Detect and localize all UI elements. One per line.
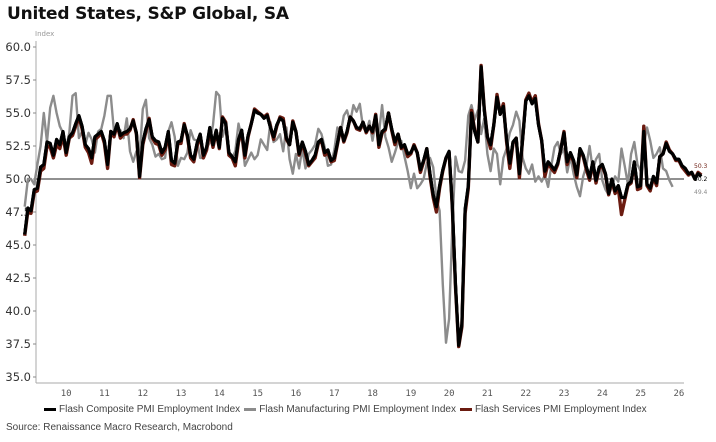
x-tick-label: 21	[482, 389, 493, 399]
legend-item-services[interactable]: Flash Services PMI Employment Index	[459, 404, 647, 415]
x-tick-label: 19	[405, 389, 416, 399]
series-layer	[23, 63, 703, 349]
x-tick-label: 12	[137, 389, 148, 399]
x-tick-label: 14	[214, 389, 225, 399]
x-tick-label: 22	[520, 389, 531, 399]
y-tick-label: 45.0	[5, 238, 31, 252]
x-tick-label: 15	[252, 389, 263, 399]
y-axis-unit-label: Index	[35, 30, 54, 38]
chart-canvas: Index 35.0 37.5 40.0 42.5 45.0 47.5 50.0 52.5 55…	[5, 30, 708, 399]
y-tick-label: 55.0	[5, 106, 31, 120]
x-tick-label: 18	[367, 389, 378, 399]
y-tick-label: 60.0	[5, 40, 31, 54]
y-tick-label: 42.5	[5, 271, 31, 285]
y-axis: 35.0 37.5 40.0 42.5 45.0 47.5 50.0 52.5 55.0 57.5…	[5, 40, 37, 384]
x-tick-label: 16	[291, 389, 302, 399]
x-axis: 10 11 12 13 14 15 16 17 18 19 20 21 22 23 24 25 26	[36, 382, 685, 399]
x-tick-label: 20	[444, 389, 455, 399]
source-note: Source: Renaissance Macro Research, Macr…	[6, 422, 233, 433]
chart-legend: Flash Composite PMI Employment Index Fla…	[44, 404, 651, 415]
series-line-composite	[23, 65, 703, 347]
y-tick-label: 47.5	[5, 205, 31, 219]
y-tick-label: 57.5	[5, 73, 31, 87]
x-tick-label: 10	[61, 389, 72, 399]
x-tick-label: 11	[99, 389, 110, 399]
legend-swatch-composite	[44, 408, 56, 411]
end-label-composite: 50.2	[694, 176, 708, 183]
legend-swatch-manufacturing	[244, 408, 257, 411]
y-tick-label: 50.0	[5, 172, 31, 186]
y-tick-label: 40.0	[5, 304, 31, 318]
x-tick-label: 23	[559, 389, 570, 399]
y-tick-label: 37.5	[5, 337, 31, 351]
x-tick-label: 13	[176, 389, 187, 399]
y-tick-label: 52.5	[5, 139, 31, 153]
chart-title: United States, S&P Global, SA	[7, 4, 289, 24]
end-label-services: 50.3	[694, 163, 708, 170]
legend-label-manufacturing: Flash Manufacturing PMI Employment Index	[259, 404, 456, 415]
series-line-services	[23, 63, 703, 349]
legend-label-services: Flash Services PMI Employment Index	[474, 404, 647, 415]
x-tick-label: 25	[635, 389, 646, 399]
x-tick-label: 26	[674, 389, 685, 399]
y-tick-label: 35.0	[5, 370, 31, 384]
legend-label-composite: Flash Composite PMI Employment Index	[59, 404, 241, 415]
x-tick-label: 24	[597, 389, 608, 399]
x-tick-label: 17	[329, 389, 340, 399]
series-line-composite-overlay	[23, 65, 703, 347]
legend-swatch-services	[459, 408, 472, 411]
legend-item-composite[interactable]: Flash Composite PMI Employment Index	[44, 404, 240, 415]
end-label-manufacturing: 49.4	[694, 189, 708, 196]
end-labels: 50.3 50.2 49.4	[694, 163, 708, 196]
legend-item-manufacturing[interactable]: Flash Manufacturing PMI Employment Index	[244, 404, 456, 415]
